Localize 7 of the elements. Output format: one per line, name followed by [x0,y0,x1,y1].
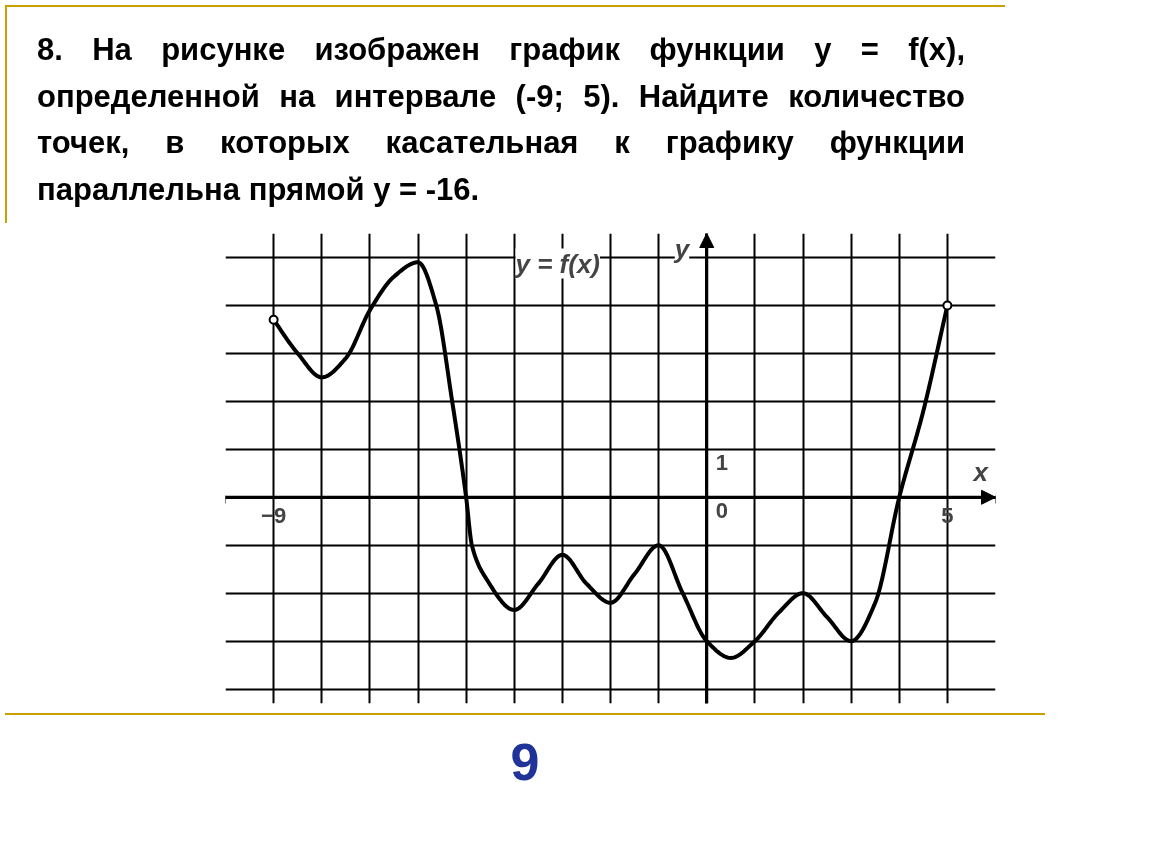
y-axis-title: y [672,233,691,264]
text: 9 [5,713,1045,800]
y-tick-label: 1 [715,450,728,476]
y-tick-label: 0 [715,498,728,524]
chart-title: 8. На рисунке изображен график функции y = f(x), определенной на интервале (-9; 5). Найдите количество точек, в которых касательная к графику функции параллельна прямой y = -16. [5,5,1005,223]
annotation: y = f(x) [513,248,601,279]
x-axis-title: x [971,457,990,488]
